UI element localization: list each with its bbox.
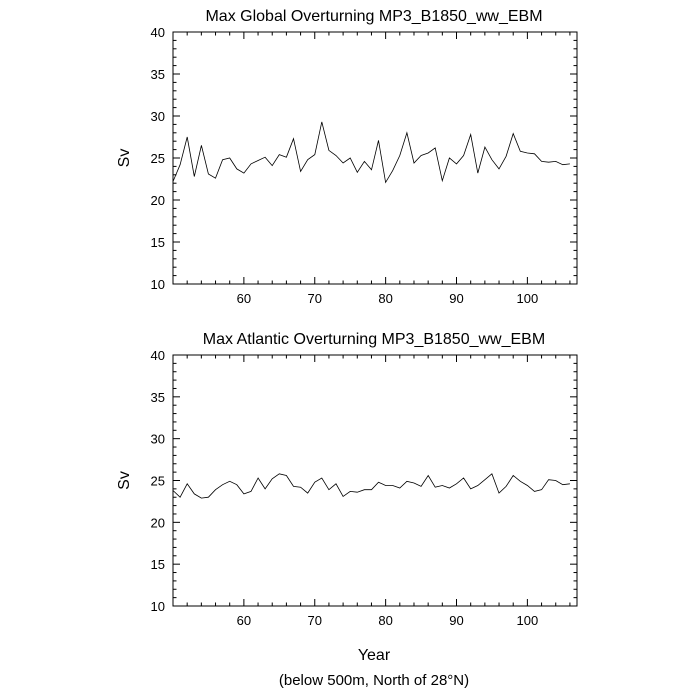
bottom-y-tick-label: 35 (151, 390, 165, 405)
top-y-tick-label: 25 (151, 151, 165, 166)
bottom-y-tick-label: 15 (151, 557, 165, 572)
bottom-y-tick-label: 10 (151, 599, 165, 614)
top-y-tick-label: 40 (151, 25, 165, 40)
bottom-x-tick-label: 70 (308, 613, 322, 628)
bottom-plot-frame (172, 354, 578, 607)
footer-note: (below 500m, North of 28°N) (279, 672, 469, 689)
top-y-tick-label: 20 (151, 193, 165, 208)
top-x-tick-label: 80 (378, 291, 392, 306)
bottom-y-axis-label: Sv (116, 471, 133, 490)
x-axis-label: Year (358, 647, 391, 664)
bottom-x-tick-label: 60 (237, 613, 251, 628)
top-plot-frame (172, 31, 578, 285)
top-x-tick-label: 60 (237, 291, 251, 306)
top-y-tick-label: 30 (151, 109, 165, 124)
top-x-tick-label: 70 (308, 291, 322, 306)
bottom-chart-title: Max Atlantic Overturning MP3_B1850_ww_EB… (203, 331, 545, 348)
bottom-x-tick-label: 90 (449, 613, 463, 628)
bottom-x-tick-label: 80 (378, 613, 392, 628)
bottom-y-tick-label: 40 (151, 348, 165, 363)
bottom-chart-panel: 10 15 20 25 30 35 40 60 70 80 90 100 Sv (116, 348, 578, 628)
bottom-y-tick-label: 30 (151, 432, 165, 447)
top-chart-panel: 10 15 20 25 30 35 40 60 70 80 90 100 Sv (116, 25, 578, 306)
bottom-y-tick-label: 25 (151, 474, 165, 489)
bottom-y-tick-label: 20 (151, 515, 165, 530)
top-x-tick-label: 90 (449, 291, 463, 306)
bottom-series-line (172, 473, 570, 499)
bottom-x-tick-label: 100 (517, 613, 539, 628)
top-y-tick-label: 35 (151, 67, 165, 82)
top-series-line (172, 121, 570, 184)
top-y-axis-label: Sv (116, 149, 133, 168)
top-y-tick-label: 15 (151, 235, 165, 250)
top-chart-title: Max Global Overturning MP3_B1850_ww_EBM (205, 8, 542, 25)
top-x-tick-label: 100 (517, 291, 539, 306)
top-y-tick-label: 10 (151, 277, 165, 292)
